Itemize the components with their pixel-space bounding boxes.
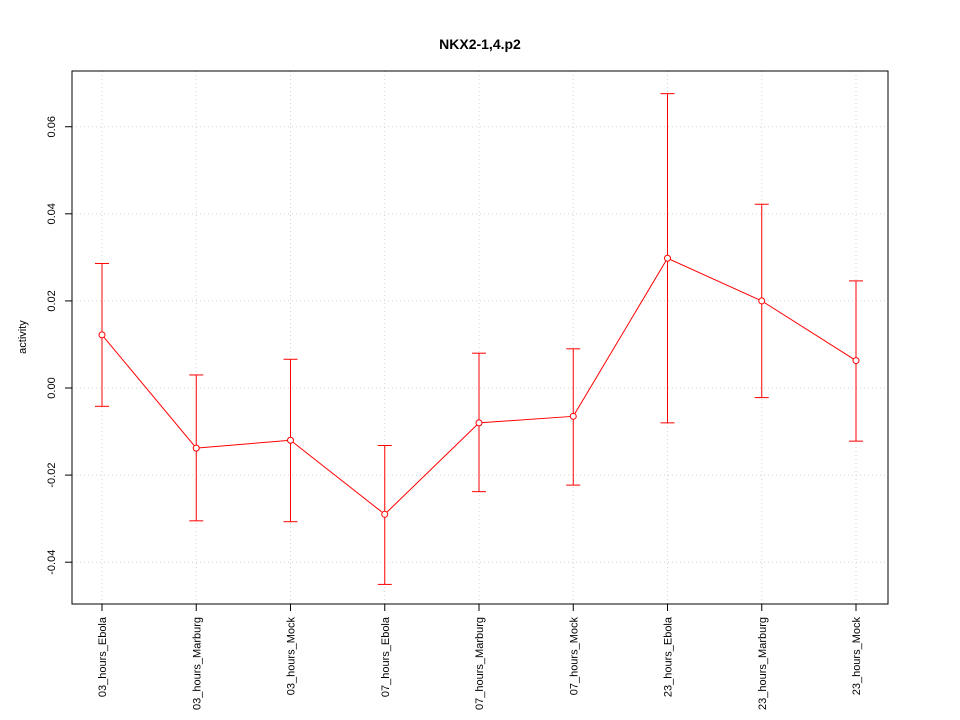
x-tick-label: 23_hours_Marburg (757, 617, 769, 710)
grid-layer (72, 71, 888, 604)
data-point (664, 254, 671, 262)
x-tick-label: 23_hours_Ebola (663, 616, 675, 697)
y-tick-label: -0.04 (46, 550, 58, 575)
data-point (192, 444, 200, 452)
y-tick-label: 0.02 (46, 290, 58, 311)
data-point (287, 436, 294, 444)
x-tick-label: 03_hours_Marburg (191, 617, 203, 710)
y-tick-label: 0.06 (46, 116, 58, 137)
data-point (381, 510, 389, 518)
axes-layer: -0.04 -0.02 0.00 0.02 0.04 0.06 03_hours_Ebola… (46, 70, 889, 710)
x-tick-label: 07_hours_Ebola (380, 616, 392, 697)
data-point (475, 419, 483, 427)
data-point (758, 297, 766, 305)
y-tick-label: -0.02 (46, 463, 58, 488)
x-tick-label: 03_hours_Ebola (97, 616, 109, 697)
series-layer (95, 93, 863, 585)
y-tick-label: 0.00 (46, 377, 58, 398)
data-point (98, 331, 106, 339)
x-tick-label: 07_hours_Mock (568, 617, 580, 696)
y-tick-label: 0.04 (46, 203, 58, 224)
data-point (569, 412, 577, 420)
x-tick-label: 03_hours_Mock (286, 617, 298, 696)
x-tick-label: 23_hours_Mock (851, 617, 863, 696)
chart-title: NKX2-1,4.p2 (439, 36, 521, 52)
data-point (852, 357, 860, 365)
x-tick-label: 07_hours_Marburg (474, 617, 486, 710)
plot-frame (71, 70, 889, 605)
y-axis-label: activity (17, 320, 29, 354)
